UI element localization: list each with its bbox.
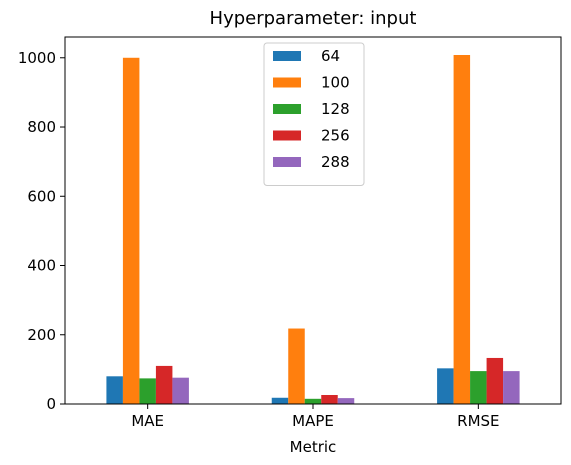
legend-swatch-128 [273, 104, 301, 114]
chart-title: Hyperparameter: input [210, 8, 417, 29]
y-tick-label: 200 [27, 326, 56, 344]
x-axis: MAE MAPE RMSE [131, 404, 500, 430]
x-tick-label: RMSE [457, 412, 499, 430]
y-tick-label: 1000 [18, 49, 56, 67]
x-tick-label: MAPE [292, 412, 334, 430]
legend-swatch-288 [273, 157, 301, 167]
bar-mae-256 [155, 365, 173, 404]
plot-area [106, 55, 520, 404]
bar-mape-64 [271, 397, 289, 404]
bar-mae-288 [172, 377, 189, 404]
bar-mape-288 [337, 398, 355, 404]
y-tick-label: 0 [46, 395, 56, 413]
x-axis-title: Metric [290, 438, 337, 456]
legend-swatch-64 [273, 51, 301, 61]
y-axis: 0 200 400 600 800 1000 [18, 49, 65, 413]
legend-label-288: 288 [321, 153, 350, 171]
y-tick-label: 400 [27, 257, 56, 275]
bar-rmse-256 [486, 357, 504, 404]
bar-rmse-100 [453, 55, 471, 404]
bar-mape-100 [288, 328, 305, 404]
bar-mae-128 [139, 378, 156, 404]
x-tick-label: MAE [131, 412, 164, 430]
legend-label-256: 256 [321, 127, 350, 145]
bar-mape-256 [321, 394, 338, 404]
legend-label-64: 64 [321, 47, 340, 65]
bar-rmse-128 [470, 371, 487, 404]
bar-rmse-288 [503, 371, 520, 404]
y-tick-label: 600 [27, 187, 56, 205]
bar-mape-128 [304, 398, 322, 404]
legend: 64 100 128 256 288 [263, 42, 365, 186]
legend-label-100: 100 [321, 74, 350, 92]
bar-mae-100 [122, 57, 140, 404]
bar-mae-64 [106, 376, 123, 404]
legend-swatch-256 [273, 130, 301, 141]
y-tick-label: 800 [27, 118, 56, 136]
legend-swatch-100 [273, 77, 301, 88]
plot-frame [64, 36, 562, 405]
bar-rmse-64 [437, 368, 454, 404]
legend-label-128: 128 [321, 100, 350, 118]
